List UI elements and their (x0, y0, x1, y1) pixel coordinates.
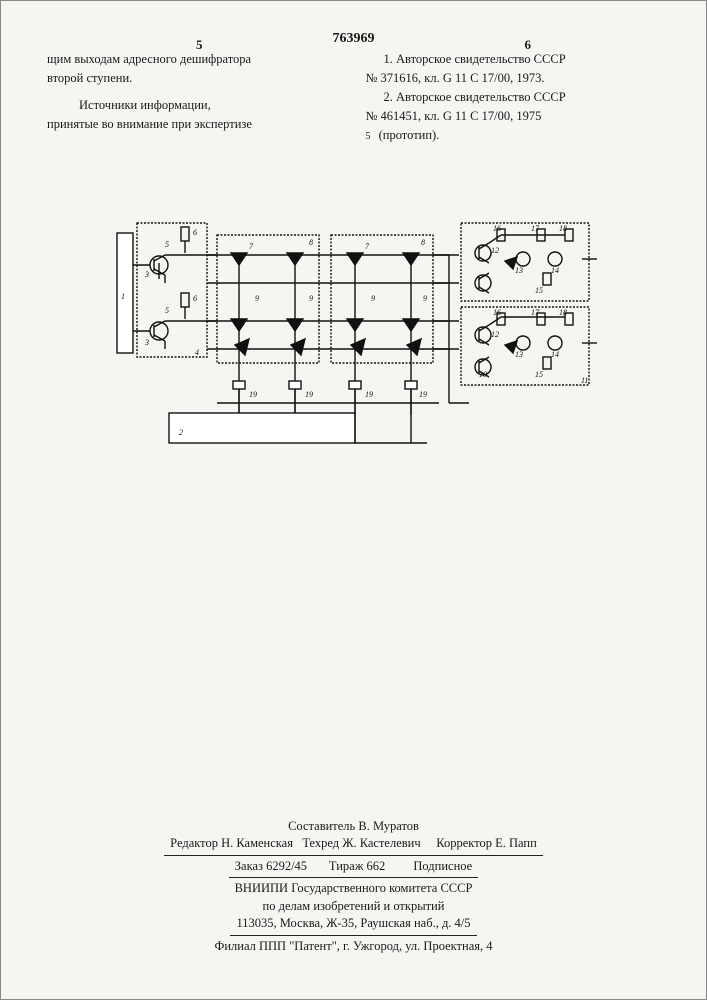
svg-text:3: 3 (144, 338, 149, 347)
svg-text:17: 17 (531, 224, 540, 233)
svg-text:14: 14 (551, 350, 559, 359)
svg-text:9: 9 (309, 294, 313, 303)
svg-text:9: 9 (255, 294, 259, 303)
text-columns: щим выходам адресного дешифратора второй… (47, 51, 660, 145)
svg-text:9: 9 (371, 294, 375, 303)
text-line: принятые во внимание при экспертизе (47, 116, 342, 133)
document-number: 763969 (47, 31, 660, 47)
corrector: Корректор Е. Папп (436, 836, 537, 850)
header: 5 763969 6 (47, 31, 660, 47)
svg-text:6: 6 (193, 228, 197, 237)
svg-text:7: 7 (365, 242, 370, 251)
reference-line: № 461451, кл. G 11 C 17/00, 1975 (366, 108, 661, 125)
reference-line: № 371616, кл. G 11 C 17/00, 1973. (366, 70, 661, 87)
svg-text:4: 4 (195, 348, 199, 357)
text-line: второй ступени. (47, 70, 342, 87)
svg-text:15: 15 (535, 286, 543, 295)
svg-text:16: 16 (493, 308, 501, 317)
svg-text:5: 5 (165, 306, 169, 315)
svg-text:9: 9 (423, 294, 427, 303)
column-left: щим выходам адресного дешифратора второй… (47, 51, 342, 145)
text-line: щим выходам адресного дешифратора (47, 51, 342, 68)
colophon: Составитель В. Муратов Редактор Н. Камен… (1, 818, 706, 956)
compiler-line: Составитель В. Муратов (1, 818, 706, 836)
svg-text:14: 14 (551, 266, 559, 275)
svg-text:3: 3 (144, 270, 149, 279)
svg-text:2: 2 (179, 428, 183, 437)
margin-number: 5 (366, 130, 376, 144)
svg-text:8: 8 (309, 238, 313, 247)
svg-text:13: 13 (515, 350, 523, 359)
reference-line: 2. Авторское свидетельство СССР (366, 89, 661, 106)
svg-text:12: 12 (491, 246, 499, 255)
svg-text:16: 16 (493, 224, 501, 233)
svg-text:18: 18 (559, 224, 567, 233)
svg-text:11: 11 (581, 376, 588, 385)
reference-line: 1. Авторское свидетельство СССР (366, 51, 661, 68)
col-right-number: 6 (525, 37, 532, 53)
address-line: 113035, Москва, Ж-35, Раушская наб., д. … (230, 915, 476, 936)
svg-text:1: 1 (121, 292, 125, 301)
svg-text:19: 19 (419, 390, 427, 399)
svg-text:19: 19 (365, 390, 373, 399)
techred: Техред Ж. Кастелевич (302, 836, 420, 850)
svg-text:10: 10 (479, 370, 487, 379)
print-line: Заказ 6292/45 Тираж 662 Подписное (229, 858, 478, 879)
credits-line: Редактор Н. Каменская Техред Ж. Кастелев… (164, 835, 543, 856)
text-line: Источники информации, (47, 97, 342, 114)
col-left-number: 5 (196, 37, 203, 53)
svg-text:5: 5 (165, 240, 169, 249)
org-line: по делам изобретений и открытий (1, 898, 706, 916)
svg-text:7: 7 (249, 242, 254, 251)
column-right: 1. Авторское свидетельство СССР № 371616… (366, 51, 661, 145)
editor: Редактор Н. Каменская (170, 836, 293, 850)
svg-text:15: 15 (535, 370, 543, 379)
svg-text:18: 18 (559, 308, 567, 317)
svg-text:12: 12 (491, 330, 499, 339)
tirage: Тираж 662 (329, 859, 385, 873)
circuit-diagram: 1 2 3 3 4 5 5 6 6 7 7 8 8 9 9 9 9 10 11 … (99, 205, 609, 475)
subscription: Подписное (413, 859, 472, 873)
svg-text:19: 19 (249, 390, 257, 399)
svg-text:13: 13 (515, 266, 523, 275)
branch-line: Филиал ППП "Патент", г. Ужгород, ул. Про… (1, 938, 706, 956)
page: 5 763969 6 щим выходам адресного дешифра… (0, 0, 707, 1000)
svg-text:17: 17 (531, 308, 540, 317)
org-line: ВНИИПИ Государственного комитета СССР (1, 880, 706, 898)
svg-text:19: 19 (305, 390, 313, 399)
svg-text:8: 8 (421, 238, 425, 247)
svg-text:6: 6 (193, 294, 197, 303)
reference-line: (прототип). (379, 128, 440, 142)
order: Заказ 6292/45 (235, 859, 307, 873)
